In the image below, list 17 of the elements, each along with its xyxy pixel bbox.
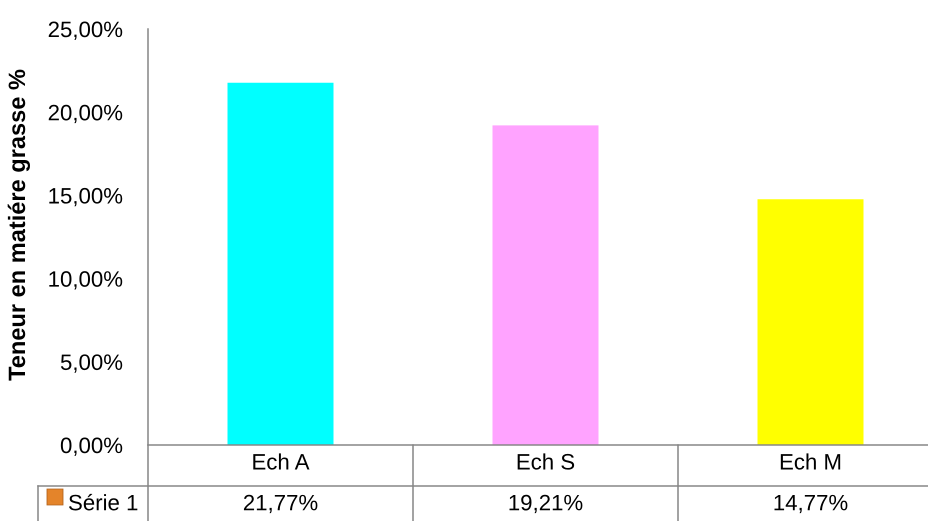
x-tick-label: Ech A bbox=[253, 453, 310, 470]
data-label: 14,77% bbox=[774, 494, 848, 514]
y-tick-label: 25,00% bbox=[48, 22, 122, 40]
bar bbox=[228, 82, 334, 445]
y-tick-label: 10,00% bbox=[49, 271, 122, 290]
text: Série 1 bbox=[69, 494, 138, 510]
data-label: 21,77% bbox=[244, 494, 318, 514]
y-axis-title: Teneur en matiére grasse % bbox=[8, 70, 30, 381]
bar bbox=[492, 125, 598, 445]
y-tick-label: 15,00% bbox=[49, 188, 122, 206]
bar bbox=[758, 199, 864, 445]
x-tick-label: Ech M bbox=[780, 453, 840, 470]
y-tick-label: 0,00% bbox=[60, 438, 122, 456]
y-tick-label: 20,00% bbox=[48, 104, 122, 124]
data-label: 19,21% bbox=[510, 494, 582, 514]
y-tick-label: 5,00% bbox=[60, 354, 122, 373]
x-tick-label: Ech S bbox=[518, 453, 574, 470]
